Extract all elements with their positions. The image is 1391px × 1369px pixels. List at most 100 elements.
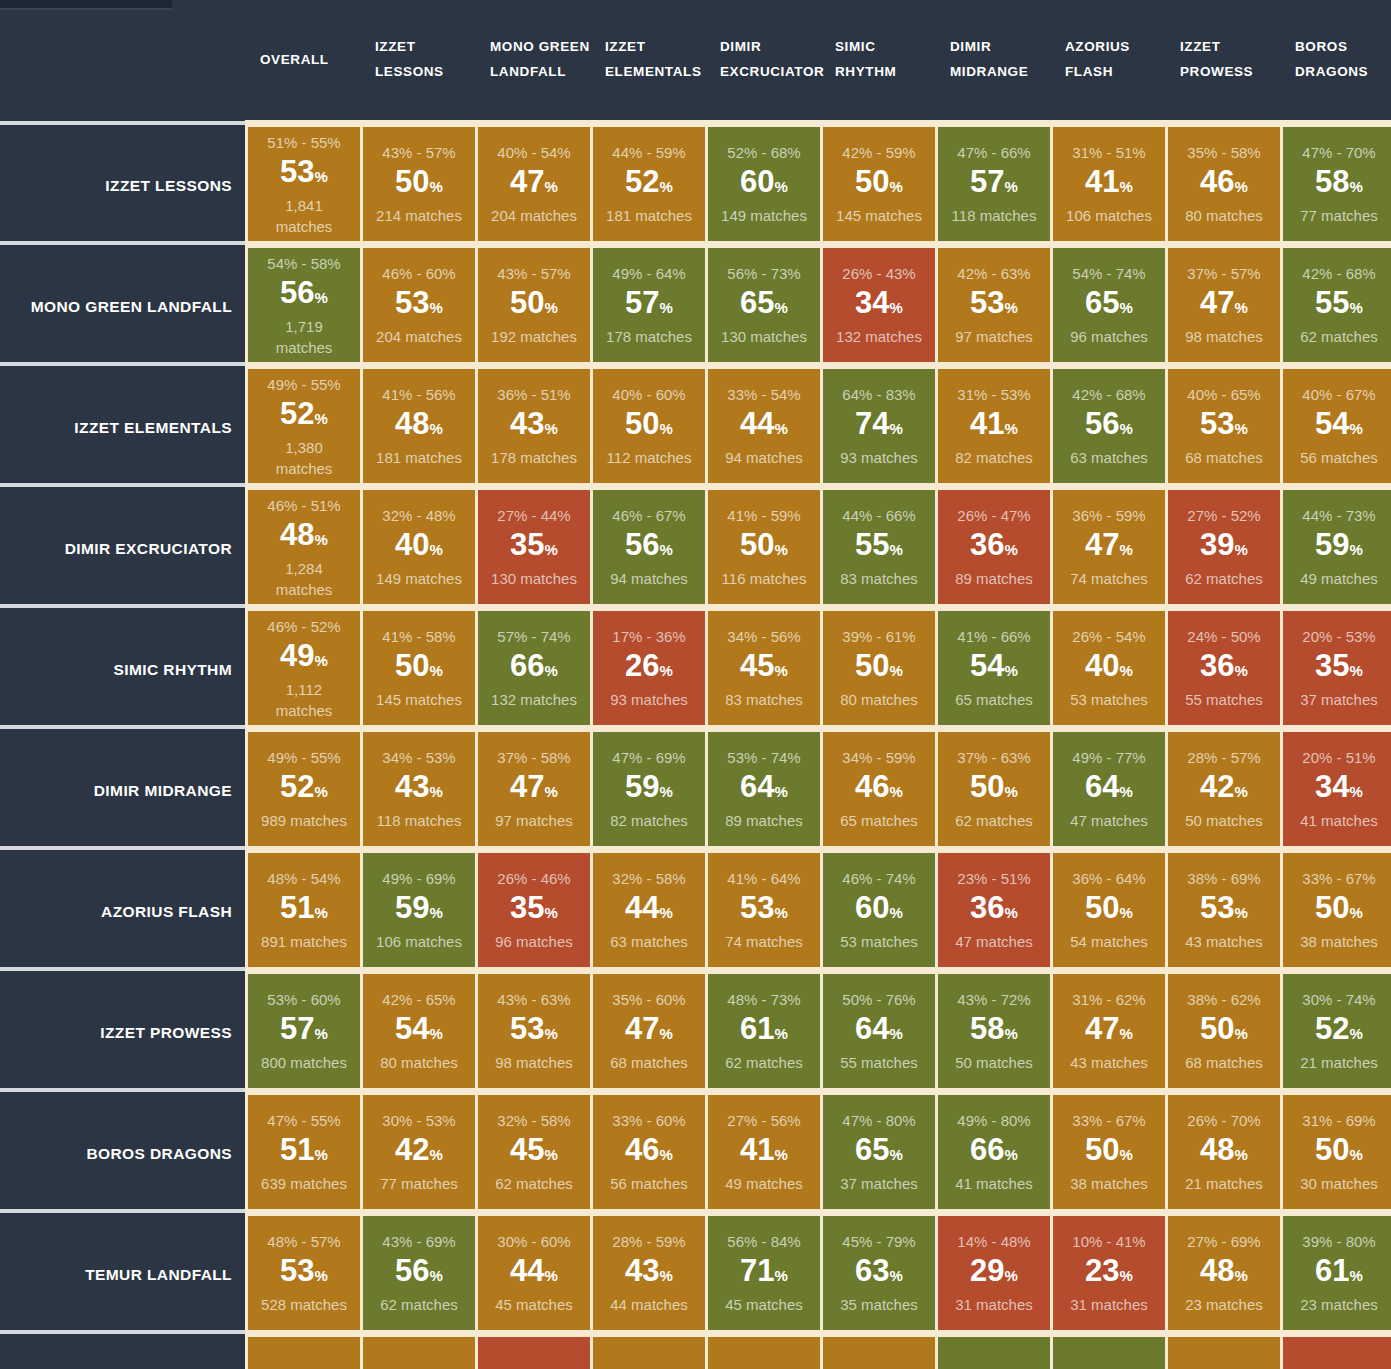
- matchup-cell[interactable]: 30% - 70%: [1168, 1337, 1280, 1369]
- matchup-cell[interactable]: 27% - 52% 39% 62 matches: [1168, 490, 1280, 604]
- matchup-cell[interactable]: 46% - 74% 60% 53 matches: [823, 853, 935, 967]
- matchup-cell[interactable]: 56% - 73% 65% 130 matches: [708, 248, 820, 362]
- row-deck-label[interactable]: IZZET ELEMENTALS: [0, 367, 245, 488]
- matchup-cell[interactable]: 20% - 53% 35% 37 matches: [1283, 611, 1391, 725]
- matchup-cell[interactable]: 26% - 54% 40% 53 matches: [1053, 611, 1165, 725]
- matchup-cell[interactable]: 42% - 68% 56% 63 matches: [1053, 369, 1165, 483]
- matchup-cell[interactable]: 49% - 55% 52% 1,380 matches: [248, 369, 360, 483]
- matchup-cell[interactable]: 46% - 60% 53% 204 matches: [363, 248, 475, 362]
- row-deck-label[interactable]: SIMIC RHYTHM: [0, 609, 245, 730]
- matchup-cell[interactable]: 40% - 67% 54% 56 matches: [1283, 369, 1391, 483]
- matchup-cell[interactable]: 46% - 67% 56% 94 matches: [593, 490, 705, 604]
- matchup-cell[interactable]: 27% - 44% 35% 130 matches: [478, 490, 590, 604]
- column-header-overall[interactable]: OVERALL: [248, 0, 360, 120]
- matchup-cell[interactable]: 41% - 59% 50% 116 matches: [708, 490, 820, 604]
- row-deck-label[interactable]: IZZET PROWESS: [0, 972, 245, 1093]
- matchup-cell[interactable]: 31% - 51% 41% 106 matches: [1053, 127, 1165, 241]
- matchup-cell[interactable]: 26% - 70% 48% 21 matches: [1168, 1095, 1280, 1209]
- matchup-cell[interactable]: 49% - 69% 59% 106 matches: [363, 853, 475, 967]
- matchup-cell[interactable]: 34% - 59% 46% 65 matches: [823, 732, 935, 846]
- row-deck-label[interactable]: MONO GREEN LANDFALL: [0, 246, 245, 367]
- matchup-cell[interactable]: 34% - 56% 45% 83 matches: [708, 611, 820, 725]
- column-header-dimir-excruciator[interactable]: DIMIR EXCRUCIATOR: [708, 0, 820, 120]
- matchup-cell[interactable]: 37% - 58% 47% 97 matches: [478, 732, 590, 846]
- matchup-cell[interactable]: 33% - 67% 50% 38 matches: [1283, 853, 1391, 967]
- matchup-cell[interactable]: 56% - 84% 71% 45 matches: [708, 1216, 820, 1330]
- matchup-cell[interactable]: 42% - 65% 54% 80 matches: [363, 974, 475, 1088]
- matchup-cell[interactable]: 27% - 69% 48% 23 matches: [1168, 1216, 1280, 1330]
- matchup-cell[interactable]: 33% - 60% 46% 56 matches: [593, 1095, 705, 1209]
- matchup-cell[interactable]: 40% - 60% 50% 112 matches: [593, 369, 705, 483]
- matchup-cell[interactable]: 34% - 53% 43% 118 matches: [363, 732, 475, 846]
- matchup-cell[interactable]: 46% - 51% 48% 1,284 matches: [248, 490, 360, 604]
- matchup-cell[interactable]: 51% - 83%: [938, 1337, 1050, 1369]
- column-header-mono-green-landfall[interactable]: MONO GREEN LANDFALL: [478, 0, 590, 120]
- matchup-cell[interactable]: 17% - 41%: [478, 1337, 590, 1369]
- matchup-cell[interactable]: 50% - 76% 64% 55 matches: [823, 974, 935, 1088]
- row-deck-label[interactable]: [0, 1335, 245, 1369]
- matchup-cell[interactable]: 47% - 55% 51% 639 matches: [248, 1095, 360, 1209]
- matchup-cell[interactable]: 23% - 51% 36% 47 matches: [938, 853, 1050, 967]
- matchup-cell[interactable]: 35% - 60% 47% 68 matches: [593, 974, 705, 1088]
- matchup-cell[interactable]: 48% - 73% 61% 62 matches: [708, 974, 820, 1088]
- row-deck-label[interactable]: TEMUR LANDFALL: [0, 1214, 245, 1335]
- matchup-cell[interactable]: 27% - 56% 41% 49 matches: [708, 1095, 820, 1209]
- matchup-cell[interactable]: 29% - 63%: [593, 1337, 705, 1369]
- matchup-cell[interactable]: 51% - 55% 53% 1,841 matches: [248, 127, 360, 241]
- matchup-cell[interactable]: 43% - 57% 50% 192 matches: [478, 248, 590, 362]
- matchup-cell[interactable]: 33% - 67% 50% 38 matches: [1053, 1095, 1165, 1209]
- matchup-cell[interactable]: 20% - 51% 34% 41 matches: [1283, 732, 1391, 846]
- matchup-cell[interactable]: 49% - 55% 52% 989 matches: [248, 732, 360, 846]
- matchup-cell[interactable]: 36% - 59% 47% 74 matches: [1053, 490, 1165, 604]
- matchup-cell[interactable]: 46% - 52% 49% 1,112 matches: [248, 611, 360, 725]
- matchup-cell[interactable]: 47% - 56%: [248, 1337, 360, 1369]
- matchup-cell[interactable]: 41% - 64% 53% 74 matches: [708, 853, 820, 967]
- matchup-cell[interactable]: 37% - 57% 47% 98 matches: [1168, 248, 1280, 362]
- matchup-cell[interactable]: 42% - 59% 50% 145 matches: [823, 127, 935, 241]
- row-deck-label[interactable]: AZORIUS FLASH: [0, 851, 245, 972]
- matchup-cell[interactable]: 41% - 58% 50% 145 matches: [363, 611, 475, 725]
- matchup-cell[interactable]: 32% - 48% 40% 149 matches: [363, 490, 475, 604]
- matchup-cell[interactable]: 52% - 94%: [1053, 1337, 1165, 1369]
- matchup-cell[interactable]: 41% - 56% 48% 181 matches: [363, 369, 475, 483]
- matchup-cell[interactable]: 53% - 60% 57% 800 matches: [248, 974, 360, 1088]
- column-header-izzet-prowess[interactable]: IZZET PROWESS: [1168, 0, 1280, 120]
- matchup-cell[interactable]: 45% - 79% 63% 35 matches: [823, 1216, 935, 1330]
- matchup-cell[interactable]: 42% - 68% 55% 62 matches: [1283, 248, 1391, 362]
- matchup-cell[interactable]: 54% - 74% 65% 96 matches: [1053, 248, 1165, 362]
- matchup-cell[interactable]: 10% - 41% 23% 31 matches: [1053, 1216, 1165, 1330]
- matchup-cell[interactable]: 49% - 64% 57% 178 matches: [593, 248, 705, 362]
- matchup-cell[interactable]: 32% - 58% 45% 62 matches: [478, 1095, 590, 1209]
- matchup-cell[interactable]: 31% - 53% 41% 82 matches: [938, 369, 1050, 483]
- matchup-cell[interactable]: 49% - 80% 66% 41 matches: [938, 1095, 1050, 1209]
- matchup-cell[interactable]: 32% - 58% 44% 63 matches: [593, 853, 705, 967]
- matchup-cell[interactable]: 30% - 74% 52% 21 matches: [1283, 974, 1391, 1088]
- matchup-cell[interactable]: 26% - 46% 35% 96 matches: [478, 853, 590, 967]
- matchup-cell[interactable]: 30% - 60% 44% 45 matches: [478, 1216, 590, 1330]
- matchup-cell[interactable]: 49% - 77% 64% 47 matches: [1053, 732, 1165, 846]
- matchup-cell[interactable]: 40% - 65% 53% 68 matches: [1168, 369, 1280, 483]
- matchup-cell[interactable]: 52% - 68% 60% 149 matches: [708, 127, 820, 241]
- matchup-cell[interactable]: 26% - 47% 36% 89 matches: [938, 490, 1050, 604]
- matchup-cell[interactable]: 44% - 73% 59% 49 matches: [1283, 490, 1391, 604]
- matchup-cell[interactable]: 41% - 66% 54% 65 matches: [938, 611, 1050, 725]
- matchup-cell[interactable]: 17% - 36% 26% 93 matches: [593, 611, 705, 725]
- matchup-cell[interactable]: 43% - 72% 58% 50 matches: [938, 974, 1050, 1088]
- matchup-cell[interactable]: 31% - 62% 47% 43 matches: [1053, 974, 1165, 1088]
- row-deck-label[interactable]: DIMIR EXCRUCIATOR: [0, 488, 245, 609]
- matchup-cell[interactable]: 26% - 43% 34% 132 matches: [823, 248, 935, 362]
- matchup-cell[interactable]: 57% - 74% 66% 132 matches: [478, 611, 590, 725]
- matchup-cell[interactable]: 31% - 69% 50% 30 matches: [1283, 1095, 1391, 1209]
- matchup-cell[interactable]: 28% - 59% 43% 44 matches: [593, 1216, 705, 1330]
- matchup-cell[interactable]: 39% - 61% 50% 80 matches: [823, 611, 935, 725]
- column-header-simic-rhythm[interactable]: SIMIC RHYTHM: [823, 0, 935, 120]
- matchup-cell[interactable]: 33% - 70%: [823, 1337, 935, 1369]
- matchup-cell[interactable]: 14% - 48% 29% 31 matches: [938, 1216, 1050, 1330]
- matchup-cell[interactable]: 43% - 63% 53% 98 matches: [478, 974, 590, 1088]
- matchup-cell[interactable]: 54% - 58% 56% 1,719 matches: [248, 248, 360, 362]
- matchup-cell[interactable]: 37% - 63% 50% 62 matches: [938, 732, 1050, 846]
- column-header-dimir-midrange[interactable]: DIMIR MIDRANGE: [938, 0, 1050, 120]
- matchup-cell[interactable]: 44% - 59% 52% 181 matches: [593, 127, 705, 241]
- matchup-cell[interactable]: 33% - 54% 44% 94 matches: [708, 369, 820, 483]
- row-deck-label[interactable]: DIMIR MIDRANGE: [0, 730, 245, 851]
